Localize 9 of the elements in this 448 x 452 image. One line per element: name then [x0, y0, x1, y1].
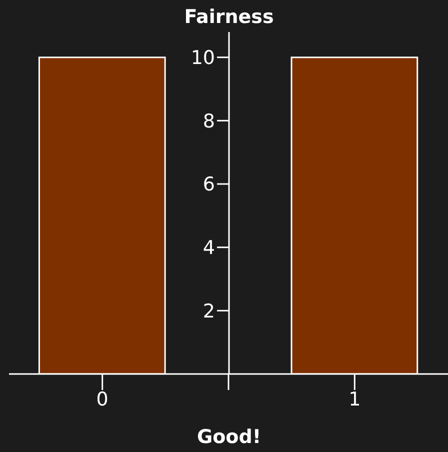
- y-tick-label: 10: [190, 47, 215, 70]
- y-tick-label: 8: [202, 110, 215, 132]
- y-tick-label: 4: [202, 237, 215, 260]
- x-tick-label: 1: [348, 388, 361, 410]
- y-axis-title: Fairness: [184, 6, 274, 28]
- x-axis-title: Good!: [197, 426, 261, 448]
- y-tick-label: 2: [202, 300, 215, 322]
- y-tick-label: 6: [202, 174, 215, 196]
- x-tick-label: 0: [96, 388, 108, 410]
